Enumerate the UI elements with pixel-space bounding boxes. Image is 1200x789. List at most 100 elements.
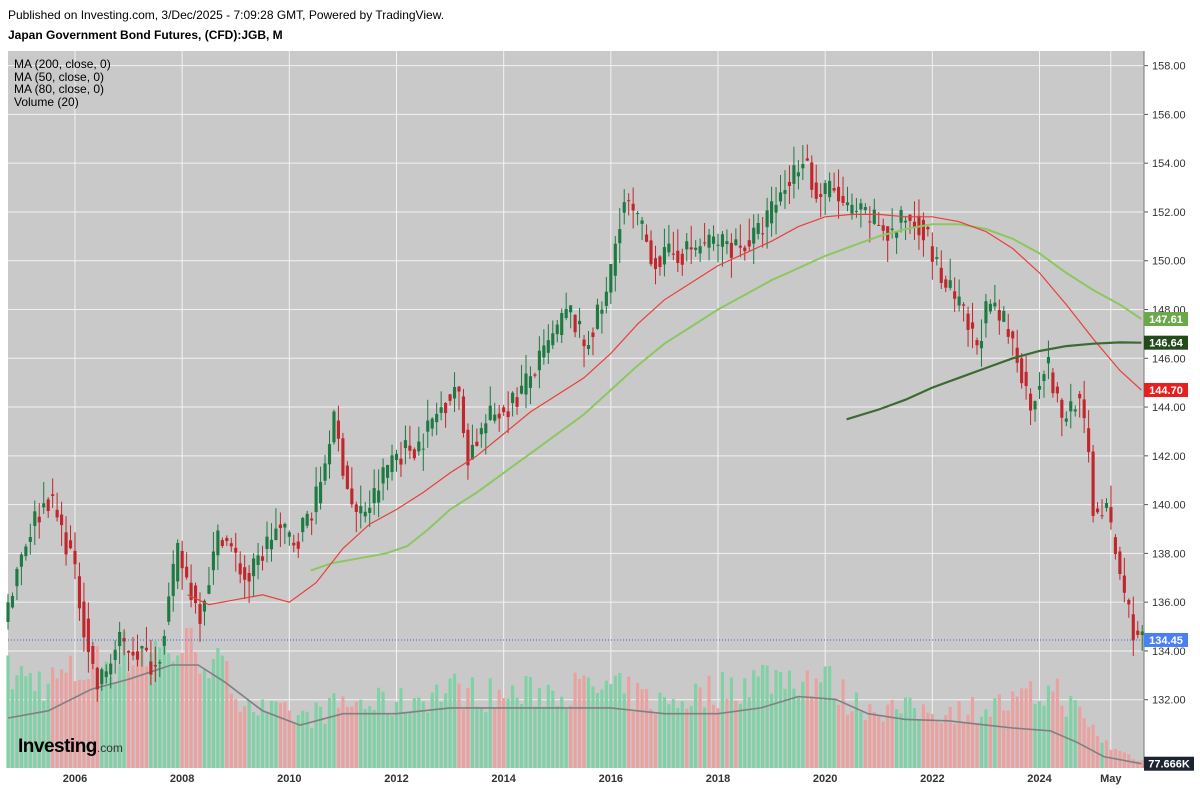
volume-bar [560, 696, 564, 768]
volume-bar [948, 706, 952, 768]
volume-tag [1144, 756, 1194, 771]
candle-body [319, 482, 323, 504]
volume-bar [10, 689, 15, 768]
volume-bar [95, 646, 99, 768]
volume-bar [533, 706, 537, 768]
time-tick-label: 2022 [920, 773, 944, 785]
candle-body [787, 181, 792, 187]
volume-bar [912, 707, 917, 768]
legend-ma-200[interactable]: MA (200, close, 0) [14, 57, 111, 71]
candle-body [1029, 393, 1033, 411]
candle-body [475, 441, 479, 446]
ma-red-line [187, 213, 1142, 606]
volume-bar [792, 688, 796, 768]
volume-bar [743, 678, 747, 768]
volume-tag-label: 77.666K [1148, 759, 1190, 771]
candle-body [368, 507, 372, 513]
price-axis-area [1144, 51, 1200, 768]
candle-body [537, 350, 541, 371]
volume-bar [247, 700, 251, 768]
volume-bar [171, 661, 175, 768]
candle-body [868, 221, 872, 223]
candle-body [1109, 507, 1113, 523]
volume-bar [394, 701, 399, 768]
volume-bar [73, 681, 77, 768]
volume-bar [198, 673, 202, 768]
legend-ma-50[interactable]: MA (50, close, 0) [14, 69, 105, 84]
price-tag [1144, 382, 1188, 397]
volume-bar [600, 689, 604, 768]
volume-bar [1073, 700, 1077, 768]
candle-body [394, 453, 399, 461]
volume-bar [609, 684, 613, 768]
candle-body [519, 385, 524, 394]
volume-bar [783, 688, 787, 768]
candle-body [743, 247, 747, 252]
volume-bar [716, 708, 720, 768]
candle-body [448, 394, 452, 401]
volume-bar [412, 698, 416, 768]
volume-bar [332, 693, 336, 768]
volume-bar [1091, 724, 1095, 768]
volume-bar [444, 693, 448, 768]
volume-bar [122, 631, 126, 768]
candle-body [984, 301, 988, 324]
price-tick-label: 158.00 [1152, 61, 1186, 73]
volume-bar [207, 678, 211, 768]
instrument-title: Japan Government Bond Futures, (CFD):JGB… [8, 28, 283, 42]
candle-body [618, 229, 622, 244]
candle-body [135, 651, 140, 660]
candle-body [198, 604, 202, 624]
candle-body [774, 204, 778, 213]
volume-bar [979, 716, 984, 768]
volume-bar [819, 682, 823, 768]
investing-logo: Investing.com [18, 736, 123, 758]
volume-bar [944, 715, 948, 768]
candle-body [564, 308, 568, 318]
candle-body [792, 165, 796, 184]
candle-body [42, 503, 46, 508]
volume-bar [310, 727, 314, 768]
volume-bar [6, 655, 10, 768]
logo-suffix: .com [96, 741, 123, 755]
time-tick-label: 2016 [599, 773, 623, 785]
candle-body [202, 600, 207, 612]
candle-body [64, 532, 68, 555]
volume-bar [82, 680, 86, 768]
candle-body [1136, 630, 1140, 635]
candle-body [627, 200, 631, 202]
logo-brand: Investing [18, 736, 97, 757]
candle-body [33, 511, 37, 526]
candle-body [707, 234, 711, 248]
candle-body [332, 411, 336, 443]
candle-body [653, 258, 658, 269]
candle-body [189, 582, 193, 600]
volume-bar [564, 708, 568, 768]
candle-body [703, 242, 707, 244]
legend-volume[interactable]: Volume (20) [14, 94, 79, 109]
volume-bar [135, 656, 140, 768]
time-tick-label: 2012 [384, 773, 408, 785]
candle-body [970, 322, 975, 329]
candle-body [680, 253, 684, 265]
candle-body [1073, 409, 1077, 412]
volume-bar [127, 672, 131, 768]
candle-body [234, 547, 238, 553]
candle-body [832, 188, 836, 191]
candle-body [716, 244, 720, 246]
volume-bar [770, 693, 774, 768]
candle-body [841, 196, 845, 203]
candle-body [881, 225, 885, 231]
volume-bar [350, 706, 354, 768]
candle-body [921, 219, 925, 241]
candle-body [118, 631, 122, 647]
volume-bar [1087, 727, 1091, 768]
candle-body [1082, 399, 1086, 419]
volume-bar [19, 666, 23, 768]
price-tick-label: 138.00 [1152, 548, 1186, 560]
legend-ma-80[interactable]: MA (80, close, 0) [14, 82, 105, 96]
volume-bar [627, 676, 631, 768]
candle-body [497, 413, 501, 419]
candle-body [1091, 451, 1095, 516]
